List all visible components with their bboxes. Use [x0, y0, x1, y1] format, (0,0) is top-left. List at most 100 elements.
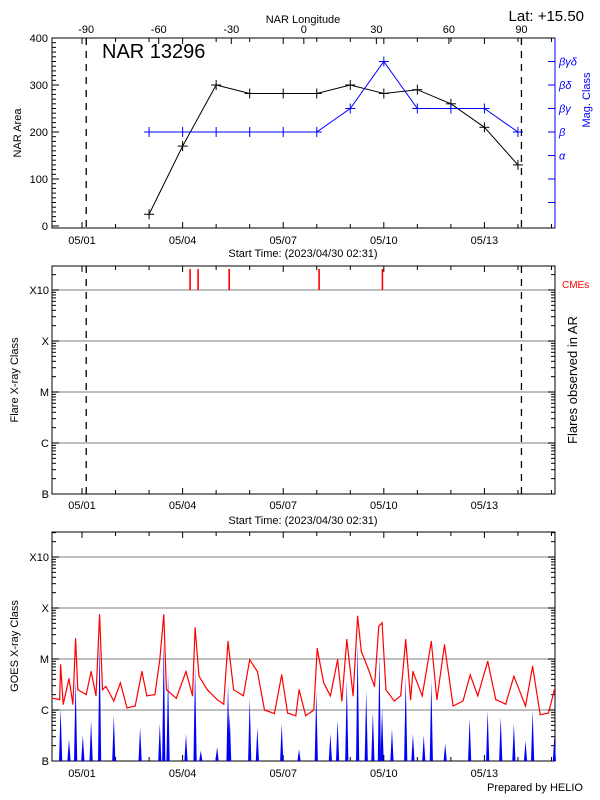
- goes-short-spike: [58, 707, 63, 761]
- goes-long-point: [323, 682, 325, 684]
- mag-class-point: [378, 56, 389, 67]
- goes-long-point: [405, 639, 407, 641]
- goes-long-point: [452, 705, 454, 707]
- goes-x-tick-label: 05/13: [471, 768, 499, 780]
- nar-y-tick-label: 400: [30, 33, 48, 45]
- goes-long-point: [495, 698, 497, 701]
- goes-y-tick-label: B: [42, 756, 49, 768]
- goes-long-point: [72, 703, 74, 705]
- footer-credit: Prepared by HELIO: [487, 782, 583, 794]
- goes-short-spike: [112, 715, 116, 761]
- goes-short-spike: [215, 746, 219, 761]
- goes-short-spike: [89, 720, 93, 761]
- goes-y-tick-label: X10: [29, 552, 49, 564]
- longitude-tick-label: 90: [515, 24, 527, 36]
- nar-ylabel: NAR Area: [12, 108, 24, 158]
- goes-long-point: [113, 700, 115, 702]
- goes-long-point: [249, 659, 251, 661]
- goes-long-point: [524, 705, 527, 707]
- nar-x-tick-label: 05/10: [370, 235, 398, 247]
- nar-area-point: [479, 122, 490, 133]
- goes-long-point: [163, 614, 165, 616]
- longitude-tick-label: -30: [223, 24, 239, 36]
- goes-plot-frame: [51, 531, 556, 762]
- goes-long-point: [51, 697, 53, 699]
- nar-area-point: [278, 88, 289, 99]
- goes-short-spike: [390, 728, 394, 761]
- nar-y-tick-label: 300: [30, 80, 48, 92]
- flares-plot-frame: [51, 265, 556, 495]
- goes-long-point: [273, 712, 275, 715]
- goes-short-spike: [404, 677, 408, 761]
- mag-class-point: [211, 127, 222, 137]
- mag-class-point: [177, 127, 188, 137]
- goes-long-point: [256, 670, 258, 673]
- goes-long-point: [313, 709, 315, 711]
- goes-long-point: [532, 665, 534, 667]
- goes-long-point: [373, 685, 376, 688]
- goes-short-spike: [335, 720, 340, 761]
- goes-long-point: [357, 615, 359, 617]
- goes-short-spike: [297, 749, 301, 761]
- goes-long-point: [206, 689, 208, 691]
- goes-short-spike: [67, 739, 71, 761]
- goes-short-spike: [380, 707, 384, 761]
- nar-area-point: [311, 88, 322, 99]
- goes-short-spike: [512, 723, 516, 761]
- longitude-tick-label: 0: [301, 24, 307, 36]
- nar-x-tick-label: 05/07: [269, 235, 297, 247]
- goes-long-point: [95, 695, 97, 697]
- goes-long-point: [90, 670, 92, 673]
- nar-area-line: [148, 84, 519, 215]
- goes-long-point: [105, 685, 107, 688]
- goes-long-point: [159, 659, 161, 661]
- mag-class-point: [512, 127, 523, 137]
- flares-y-tick-label: X: [42, 336, 50, 348]
- goes-long-point: [101, 689, 104, 691]
- goes-long-point: [281, 674, 283, 676]
- mag-class-point: [412, 103, 423, 114]
- goes-long-point: [539, 714, 541, 716]
- nar-plot-frame: [51, 37, 556, 229]
- flares-y-tick-label: B: [42, 489, 49, 501]
- goes-y-tick-label: X: [42, 603, 50, 615]
- mag-class-tick-label: βγ: [558, 104, 572, 116]
- mag-class-point: [445, 103, 456, 114]
- region-title: NAR 13296: [102, 41, 205, 63]
- nar-area-point: [512, 159, 523, 170]
- goes-short-spike: [328, 733, 332, 761]
- nar-y-tick-label: 0: [42, 221, 48, 233]
- flares-x-tick-label: 05/04: [169, 500, 197, 512]
- nar-area-point: [144, 209, 155, 220]
- goes-long-point: [553, 689, 555, 691]
- nar-area-point: [211, 80, 222, 90]
- goes-long-point: [146, 695, 148, 697]
- goes-long-point: [378, 625, 380, 627]
- goes-ylabel: GOES X-ray Class: [9, 600, 21, 692]
- cme-label: CMEs: [562, 280, 589, 291]
- goes-short-spike: [193, 665, 197, 761]
- goes-long-point: [430, 640, 432, 643]
- goes-long-point: [346, 639, 348, 641]
- goes-long-point: [329, 695, 331, 697]
- goes-long-point: [295, 715, 297, 717]
- goes-long-point: [175, 697, 177, 699]
- mag-class-tick-label: α: [559, 151, 566, 163]
- goes-long-point: [316, 647, 318, 650]
- flares-x-tick-label: 05/07: [269, 500, 297, 512]
- goes-long-point: [469, 674, 471, 676]
- goes-long-point: [85, 694, 87, 696]
- goes-short-spike: [523, 740, 528, 761]
- mag-class-tick-label: βγδ: [558, 57, 578, 69]
- goes-long-point: [126, 707, 128, 709]
- goes-long-point: [513, 675, 515, 677]
- goes-short-spike: [162, 640, 166, 761]
- flares-x-tick-label: 05/10: [370, 500, 398, 512]
- goes-long-point: [98, 614, 101, 616]
- top-axis-title: NAR Longitude: [266, 14, 341, 26]
- flares-xlabel: Start Time: (2023/04/30 02:31): [228, 515, 377, 527]
- goes-long-point: [336, 659, 339, 661]
- goes-short-spike: [158, 723, 162, 761]
- goes-long-point: [421, 695, 423, 697]
- goes-long-point: [119, 682, 122, 684]
